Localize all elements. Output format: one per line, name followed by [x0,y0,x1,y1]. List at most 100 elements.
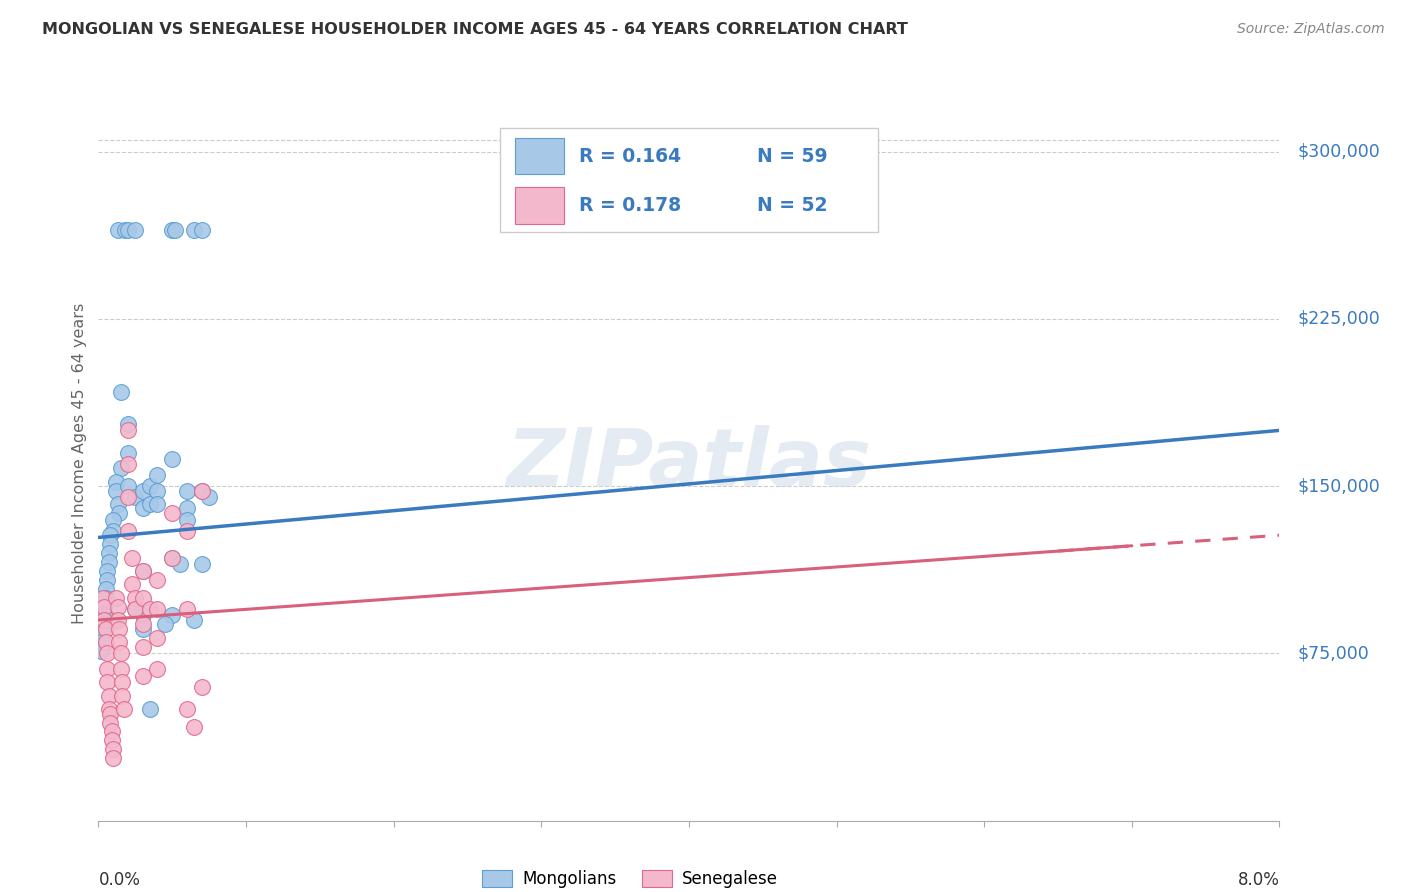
Point [124,601,146,615]
Point [114,222,136,236]
Text: $300,000: $300,000 [1298,143,1379,161]
Point [110,646,132,660]
Point [191,222,214,236]
Point [146,631,169,645]
Point [169,557,191,571]
Point [96,662,118,676]
Point [98,537,121,551]
Point [146,483,169,498]
Point [176,702,198,716]
Point [162,452,183,467]
Point [110,385,132,400]
Point [124,490,146,504]
Point [97,546,120,560]
Point [94,582,117,596]
Text: $150,000: $150,000 [1298,477,1379,495]
Point [117,423,139,437]
Point [146,601,169,615]
Point [103,751,124,765]
Point [198,490,221,504]
Point [105,483,128,498]
Text: $225,000: $225,000 [1298,310,1379,328]
Point [117,524,139,538]
Point [97,555,120,569]
Point [132,622,155,636]
Point [108,622,131,636]
Point [117,417,139,431]
Point [191,483,214,498]
Point [132,483,155,498]
Point [90,635,112,649]
Point [124,222,146,236]
Point [132,501,155,516]
Point [107,497,129,511]
Point [93,613,115,627]
Point [121,550,143,565]
Point [111,689,134,703]
Point [146,662,169,676]
Point [107,613,129,627]
Point [132,669,155,683]
Point [183,222,205,236]
Text: 8.0%: 8.0% [1237,871,1279,888]
Point [132,640,155,654]
Text: Source: ZipAtlas.com: Source: ZipAtlas.com [1237,22,1385,37]
Point [139,702,162,716]
Point [93,608,115,623]
Point [107,599,129,614]
Point [94,622,117,636]
Point [97,689,120,703]
Point [139,479,162,493]
Point [176,524,198,538]
Text: $75,000: $75,000 [1298,644,1369,663]
Point [91,591,114,605]
Text: MONGOLIAN VS SENEGALESE HOUSEHOLDER INCOME AGES 45 - 64 YEARS CORRELATION CHART: MONGOLIAN VS SENEGALESE HOUSEHOLDER INCO… [42,22,908,37]
Point [100,733,122,747]
Point [98,706,121,721]
Point [183,613,205,627]
Point [96,646,118,660]
Point [162,506,183,520]
Point [112,702,135,716]
Point [117,479,139,493]
Point [108,506,131,520]
Point [165,222,187,236]
Point [124,601,146,615]
Point [176,501,198,516]
Point [132,608,155,623]
Point [132,564,155,578]
Point [103,512,124,526]
Point [98,528,121,542]
Point [132,617,155,632]
Point [108,635,131,649]
Point [153,617,176,632]
Point [139,601,162,615]
Point [146,467,169,482]
Point [107,222,129,236]
Point [176,512,198,526]
Point [110,461,132,475]
Point [139,497,162,511]
Point [93,599,115,614]
Point [96,675,118,690]
Point [117,445,139,460]
Point [117,222,139,236]
Point [162,222,183,236]
Point [183,720,205,734]
Text: 0.0%: 0.0% [98,871,141,888]
Point [90,644,112,658]
Point [191,483,214,498]
Point [111,675,134,690]
Point [105,591,128,605]
Point [105,475,128,489]
Point [96,573,118,587]
Point [132,591,155,605]
Point [162,550,183,565]
Point [176,483,198,498]
Point [124,591,146,605]
Point [191,557,214,571]
Y-axis label: Householder Income Ages 45 - 64 years: Householder Income Ages 45 - 64 years [72,303,87,624]
Point [93,599,115,614]
Point [162,608,183,623]
Point [176,601,198,615]
